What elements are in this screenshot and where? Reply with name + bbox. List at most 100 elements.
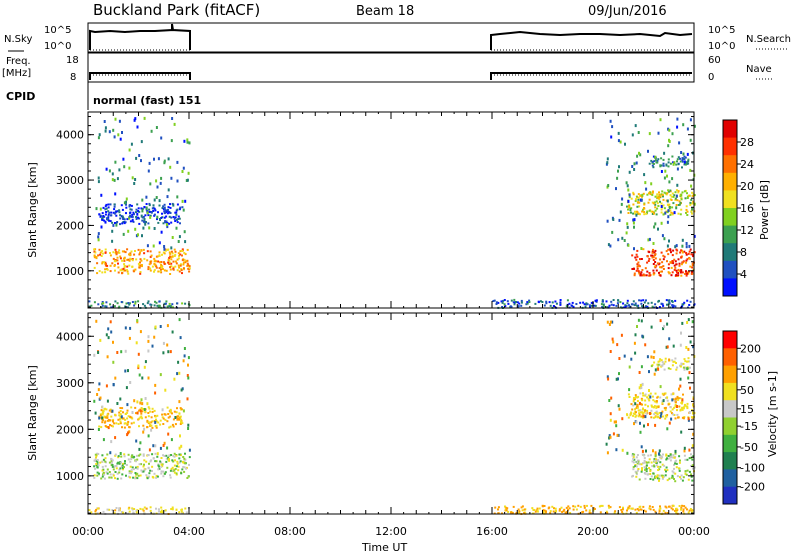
scatter-cell (129, 476, 132, 479)
scatter-cell (166, 195, 169, 199)
scatter-cell (636, 406, 639, 409)
scatter-cell (510, 299, 513, 302)
scatter-cell (627, 205, 630, 208)
scatter-cell (137, 233, 139, 237)
scatter-cell (626, 509, 628, 512)
scatter-cell (660, 164, 663, 167)
scatter-cell (669, 249, 672, 252)
scatter-cell (632, 191, 635, 194)
scatter-cell (141, 376, 144, 380)
scatter-cell (158, 304, 160, 307)
scatter-cell (642, 208, 645, 211)
scatter-cell (655, 406, 658, 409)
scatter-cell (183, 457, 186, 460)
scatter-cell (153, 270, 155, 273)
scatter-cell (117, 266, 120, 269)
scatter-cell (101, 271, 104, 274)
scatter-cell (119, 269, 122, 272)
scatter-cell (492, 300, 495, 302)
scatter-cell (673, 194, 676, 197)
scatter-cell (151, 465, 154, 468)
scatter-cell (609, 244, 612, 248)
scatter-cell (671, 359, 674, 362)
scatter-cell (129, 253, 132, 256)
scatter-cell (98, 382, 101, 386)
scatter-cell (172, 455, 175, 457)
colorbar-tick-label: -15 (740, 420, 758, 433)
scatter-cell (663, 407, 666, 410)
scatter-cell (641, 269, 644, 271)
scatter-cell (674, 245, 677, 249)
scatter-cell (621, 448, 624, 452)
scatter-cell (104, 465, 107, 468)
scatter-cell (155, 424, 158, 427)
scatter-cell (620, 202, 623, 206)
scatter-cell (688, 250, 691, 253)
scatter-cell (653, 225, 656, 229)
scatter-cell (186, 374, 189, 377)
scatter-cell (672, 212, 675, 215)
scatter-cell (179, 423, 182, 425)
scatter-cell (636, 205, 639, 208)
scatter-cell (654, 392, 657, 395)
scatter-cell (676, 249, 679, 252)
scatter-cell (159, 373, 162, 377)
scatter-cell (648, 162, 651, 165)
scatter-cell (643, 509, 646, 512)
scatter-cell (575, 303, 578, 305)
scatter-cell (108, 508, 111, 511)
scatter-cell (161, 253, 163, 256)
scatter-cell (658, 360, 661, 363)
scatter-cell (548, 506, 551, 509)
nsearch-tick-top: 10^5 (708, 25, 735, 36)
scatter-cell (188, 265, 191, 268)
scatter-cell (676, 183, 679, 187)
scatter-cell (645, 464, 648, 467)
scatter-cell (607, 243, 610, 247)
scatter-cell (125, 386, 128, 390)
scatter-cell (143, 427, 146, 431)
scatter-cell (122, 468, 124, 471)
scatter-cell (641, 210, 644, 213)
scatter-cell (120, 511, 123, 513)
scatter-cell (179, 264, 182, 267)
scatter-cell (150, 428, 153, 432)
scatter-cell (113, 264, 116, 266)
scatter-cell (95, 462, 98, 465)
scatter-cell (156, 218, 158, 221)
scatter-cell (153, 207, 156, 210)
scatter-cell (674, 449, 677, 453)
scatter-cell (109, 320, 112, 324)
scatter-cell (605, 510, 608, 513)
scatter-cell (167, 350, 170, 354)
scatter-cell (95, 207, 98, 211)
scatter-cell (673, 211, 676, 215)
scatter-cell (112, 383, 115, 386)
scatter-cell (149, 269, 152, 272)
scatter-cell (507, 510, 510, 513)
scatter-cell (117, 271, 120, 274)
scatter-cell (140, 140, 143, 144)
scatter-cell (652, 202, 655, 205)
scatter-cell (671, 398, 674, 402)
scatter-cell (681, 238, 684, 242)
scatter-cell (628, 388, 631, 392)
scatter-cell (175, 411, 178, 414)
scatter-cell (187, 427, 190, 430)
scatter-cell (675, 507, 678, 510)
scatter-cell (163, 306, 166, 309)
scatter-cell (615, 448, 618, 452)
scatter-cell (651, 465, 654, 468)
scatter-cell (142, 470, 145, 473)
scatter-cell (632, 203, 635, 206)
scatter-cell (119, 407, 122, 409)
scatter-cell (143, 459, 146, 462)
scatter-cell (657, 158, 660, 161)
scatter-cell (165, 457, 168, 460)
scatter-cell (170, 468, 173, 470)
scatter-cell (129, 326, 132, 330)
scatter-cell (187, 423, 190, 427)
scatter-cell (632, 212, 635, 215)
scatter-cell (679, 365, 682, 368)
scatter-cell (109, 264, 112, 267)
